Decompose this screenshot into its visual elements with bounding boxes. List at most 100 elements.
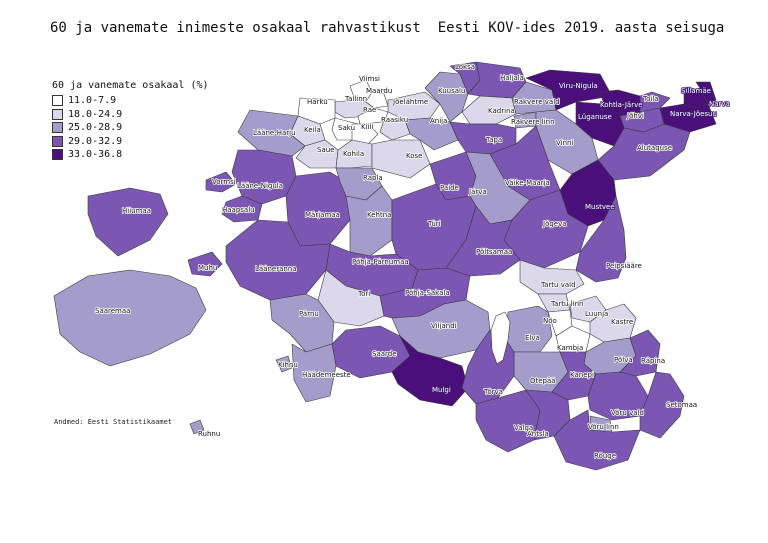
legend-item: 29.0-32.9 <box>52 135 209 149</box>
region-label: Tallinn <box>344 95 367 103</box>
region-label: Luunja <box>585 310 608 318</box>
region-saku <box>331 117 359 141</box>
region-anija <box>404 117 459 151</box>
region-label: Märjamaa <box>305 211 340 219</box>
region-label: Kiili <box>361 123 373 131</box>
region-label: Võru linn <box>588 423 619 431</box>
region-kiili <box>351 123 379 147</box>
region-label: Kohtla-Järve <box>600 101 643 109</box>
legend-label: 25.0-28.9 <box>68 122 123 134</box>
legend-item: 25.0-28.9 <box>52 121 209 135</box>
region-label: Võru vald <box>611 409 644 417</box>
region-kuusalu <box>424 71 469 123</box>
lake-vortsjarv <box>490 311 511 365</box>
region-label: Setomaa <box>666 401 697 409</box>
region-kihnu <box>275 355 293 373</box>
region-label: Valga <box>514 424 533 432</box>
region-label: Toila <box>642 95 659 103</box>
region-muhu <box>187 251 223 277</box>
region-label: Kadrina <box>488 107 515 115</box>
region-kambja <box>555 325 591 353</box>
region-peipsi-re <box>575 195 627 283</box>
region-label: Räpina <box>641 357 665 365</box>
region-label: Tartu vald <box>540 281 576 289</box>
region-label: Paide <box>440 184 459 192</box>
region-label: Antsla <box>527 430 549 438</box>
legend-swatch <box>52 108 63 120</box>
legend-label: 29.0-32.9 <box>68 135 123 147</box>
region-label: Sillamäe <box>681 87 711 95</box>
region-label: Harku <box>307 98 328 106</box>
legend-title: 60 ja vanemate osakaal (%) <box>52 80 209 91</box>
region-elva <box>505 305 553 353</box>
legend-item: 33.0-36.8 <box>52 148 209 162</box>
region-label: Saue <box>317 146 334 154</box>
water-layer <box>490 311 511 365</box>
region-vormsi <box>205 171 237 193</box>
region-label: Lääneranna <box>255 265 297 273</box>
region-harku <box>297 97 336 125</box>
region-label: Haljala <box>500 74 524 82</box>
region-label: Järva <box>468 188 487 196</box>
region-viru-nigula <box>525 69 613 111</box>
region-toila <box>639 91 671 113</box>
region-label: Otepää <box>530 377 556 385</box>
region-rae <box>357 107 389 125</box>
region-r-uge <box>553 409 641 471</box>
region-label: Lüganuse <box>578 113 612 121</box>
region-label: Saarde <box>372 350 397 358</box>
region-label: Tartu linn <box>550 300 583 308</box>
region-h-demeeste <box>291 343 337 403</box>
region-label: Rakvere linn <box>511 118 555 126</box>
region-label: Saaremaa <box>95 307 130 315</box>
region-label: Kehtna <box>367 211 391 219</box>
region-label: Väike-Maarja <box>505 179 550 187</box>
region-label: Loksa <box>455 63 475 71</box>
region-label: Vinni <box>556 139 573 147</box>
legend-swatch <box>52 149 63 161</box>
region-label: Maardu <box>366 87 392 95</box>
region-saaremaa <box>53 269 207 367</box>
region-setomaa <box>639 371 685 439</box>
region-label: Saku <box>338 124 355 132</box>
region-label: Raasiku <box>381 116 408 124</box>
region-label: Jõelähtme <box>392 98 428 106</box>
region-label: Anija <box>430 117 447 125</box>
region-label: Põhja-Sakala <box>405 289 450 297</box>
region-raasiku <box>379 119 411 141</box>
legend-swatch <box>52 135 63 147</box>
region-label: Rae <box>363 106 376 114</box>
region-label: Häädemeeste <box>302 371 351 379</box>
legend-item: 18.0-24.9 <box>52 108 209 122</box>
region-l-ne-harju <box>237 109 306 157</box>
region-label: Rapla <box>363 174 383 182</box>
region-label: Nõo <box>543 317 557 325</box>
region-label: Lääne-Harju <box>253 129 296 137</box>
region-label: Muhu <box>198 264 217 272</box>
region-kastre <box>589 303 637 343</box>
region-label: Jõgeva <box>542 220 567 228</box>
legend: 60 ja vanemate osakaal (%) 11.0-7.9 18.0… <box>52 80 209 162</box>
region-label: Põhja-Pärnumaa <box>352 258 409 266</box>
legend-label: 33.0-36.8 <box>68 149 123 161</box>
region-label: Põltsamaa <box>476 248 512 256</box>
region-label: Narva-Jõesuu <box>670 110 717 118</box>
region-tartu-vald <box>519 259 585 295</box>
region-label: Keila <box>304 126 321 134</box>
region-label: Viimsi <box>359 75 380 83</box>
map-title: 60 ja vanemate inimeste osakaal rahvasti… <box>50 20 725 36</box>
legend-label: 18.0-24.9 <box>68 108 123 120</box>
region-label: Kohila <box>343 150 364 158</box>
region-label: Mulgi <box>432 386 451 394</box>
region-label: Narva <box>709 100 730 108</box>
legend-swatch <box>52 95 63 107</box>
region-label: Hiiumaa <box>122 207 151 215</box>
region-label: Põlva <box>614 356 633 364</box>
region-r-pina <box>619 329 661 377</box>
legend-item: 11.0-7.9 <box>52 94 209 108</box>
region-narva <box>695 81 717 105</box>
region-label: Türi <box>427 220 441 228</box>
region-label: Kuusalu <box>438 87 465 95</box>
region-label: Jõhvi <box>626 112 644 120</box>
